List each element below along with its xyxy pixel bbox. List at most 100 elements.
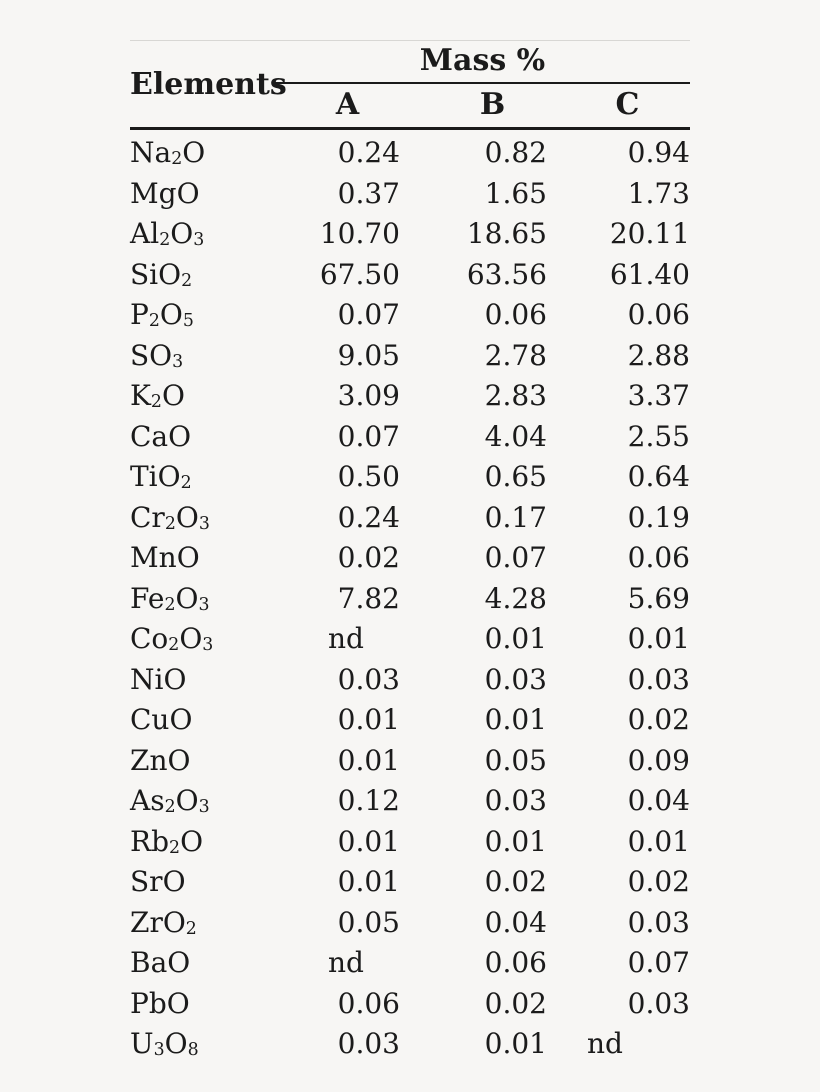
value-cell-b: 4.28: [484, 581, 547, 615]
table-row: ZrO2 0.05 0.04 0.03: [130, 903, 690, 944]
value-cell-a: 0.03: [337, 662, 400, 696]
table-row: NiO 0.03 0.03 0.03: [130, 660, 690, 701]
formula-subscript: 2: [150, 392, 162, 413]
formula-text: CaO: [130, 419, 192, 453]
value-cell-a: 0.12: [337, 784, 400, 817]
table-body: Na2O 0.24 0.82 0.94 MgO 0.37 1.65 1.73 Al2O3 10.7…: [130, 130, 690, 1065]
value-cell-c: 5.69: [627, 581, 690, 615]
value-cell-c: 0.02: [627, 865, 690, 898]
formula-text: O: [159, 298, 183, 331]
formula-text: CuO: [130, 703, 193, 736]
value-cell-c: 2.55: [627, 419, 690, 453]
element-formula: NiO: [130, 660, 275, 701]
value-cell-a: 0.03: [337, 1027, 400, 1060]
element-formula: TiO2: [130, 457, 275, 498]
value-cell-c: 0.01: [627, 824, 690, 858]
element-formula: CaO: [130, 417, 275, 458]
value-cell-a: 10.70: [319, 217, 400, 250]
table-row: Cr2O3 0.24 0.17 0.19: [130, 498, 690, 539]
formula-text: O: [175, 784, 199, 817]
formula-text: Cr: [130, 500, 165, 534]
formula-text: As: [130, 784, 165, 817]
table-row: U3O8 0.03 0.01 nd: [130, 1024, 690, 1065]
table-row: SO3 9.05 2.78 2.88: [130, 336, 690, 377]
value-cell-b: 0.65: [484, 460, 547, 493]
value-cell-a: 0.05: [337, 905, 400, 939]
table-row: Fe2O3 7.82 4.28 5.69: [130, 579, 690, 620]
formula-text: MnO: [130, 541, 200, 574]
value-cell-c: 61.40: [609, 257, 690, 291]
value-cell-a: 3.09: [337, 379, 400, 412]
formula-text: Al: [130, 217, 160, 250]
formula-text: O: [175, 581, 199, 615]
table-row: Al2O3 10.70 18.65 20.11: [130, 214, 690, 255]
formula-text: O: [179, 622, 203, 655]
element-formula: SiO2: [130, 255, 275, 296]
value-cell-b: 18.65: [466, 217, 547, 250]
element-formula: Al2O3: [130, 214, 275, 255]
value-cell-b: 0.05: [484, 743, 547, 777]
value-cell-a: 0.06: [337, 986, 400, 1020]
table-row: TiO2 0.50 0.65 0.64: [130, 457, 690, 498]
formula-subscript: 3: [172, 351, 184, 372]
table-row: CaO 0.07 4.04 2.55: [130, 417, 690, 458]
element-formula: ZnO: [130, 741, 275, 782]
formula-subscript: 2: [164, 797, 176, 818]
sample-b-header: B: [479, 87, 506, 122]
table-row: K2O 3.09 2.83 3.37: [130, 376, 690, 417]
element-formula: Rb2O: [130, 822, 275, 863]
value-cell-b: 0.01: [484, 824, 547, 858]
value-cell-b: 0.02: [484, 986, 547, 1020]
formula-subscript: 2: [159, 230, 171, 251]
value-cell-c: 0.01: [627, 622, 690, 655]
table-row: MnO 0.02 0.07 0.06: [130, 538, 690, 579]
table-header: Elements Mass % A B C: [130, 41, 690, 127]
formula-text: SO: [130, 338, 173, 372]
table-row: Co2O3 nd 0.01 0.01: [130, 619, 690, 660]
value-cell-b: 0.17: [484, 500, 547, 534]
element-formula: CuO: [130, 700, 275, 741]
value-cell-c: 0.94: [627, 136, 690, 169]
formula-subscript: 2: [181, 270, 193, 291]
table-top-rule: [130, 40, 690, 41]
formula-text: MgO: [130, 176, 200, 210]
value-cell-a: 0.01: [337, 824, 400, 858]
element-formula: PbO: [130, 984, 275, 1025]
value-cell-b: 63.56: [466, 257, 547, 291]
value-cell-c: 0.64: [627, 460, 690, 493]
formula-text: U: [130, 1027, 154, 1060]
value-cell-a: 0.07: [337, 298, 400, 331]
formula-text: SrO: [130, 865, 186, 898]
formula-text: SiO: [130, 257, 182, 291]
value-cell-b: 0.01: [484, 703, 547, 736]
value-cell-a: 0.01: [337, 703, 400, 736]
value-cell-b: 0.07: [484, 541, 547, 574]
element-formula: As2O3: [130, 781, 275, 822]
formula-subscript: 2: [168, 635, 180, 656]
elements-column-header: Elements: [130, 66, 287, 102]
element-formula: Co2O3: [130, 619, 275, 660]
value-cell-b: 1.65: [484, 176, 547, 210]
formula-subscript: 3: [198, 513, 210, 534]
formula-subscript: 3: [202, 635, 214, 656]
element-formula: MgO: [130, 174, 275, 215]
value-cell-b: 0.82: [484, 136, 547, 169]
element-formula: ZrO2: [130, 903, 275, 944]
sample-a-header: A: [335, 87, 360, 122]
formula-text: Na: [130, 136, 172, 169]
table-row: MgO 0.37 1.65 1.73: [130, 174, 690, 215]
formula-subscript: 8: [187, 1040, 199, 1061]
value-cell-a: nd: [328, 622, 364, 655]
sample-c-header: C: [615, 87, 640, 122]
formula-text: ZnO: [130, 743, 191, 777]
formula-subscript: 2: [169, 837, 181, 858]
element-formula: Na2O: [130, 133, 275, 174]
formula-text: TiO: [130, 460, 181, 493]
table-row: As2O3 0.12 0.03 0.04: [130, 781, 690, 822]
formula-text: ZrO: [130, 905, 186, 939]
formula-text: Co: [130, 622, 169, 655]
element-formula: SO3: [130, 336, 275, 377]
formula-text: Fe: [130, 581, 165, 615]
formula-text: P: [130, 298, 149, 331]
value-cell-c: 3.37: [627, 379, 690, 412]
